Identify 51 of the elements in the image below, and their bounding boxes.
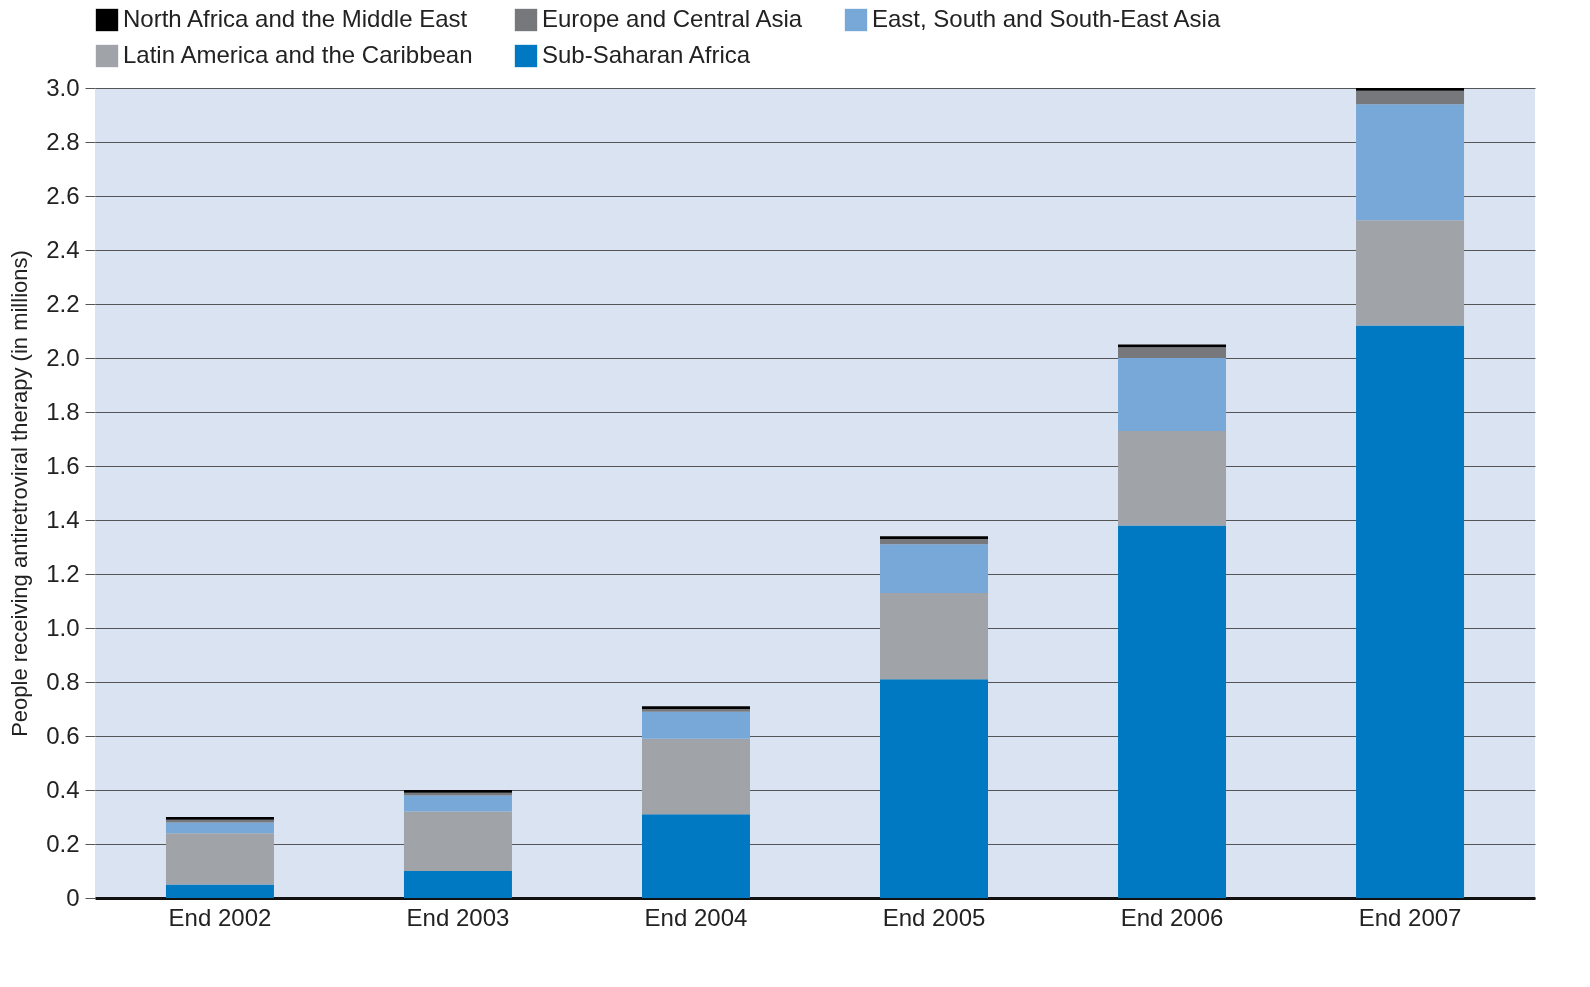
bar <box>880 592 989 680</box>
bar <box>641 738 750 815</box>
y-tick-label: 1.4 <box>46 505 80 533</box>
legend-label: Europe and Central Asia <box>542 5 803 32</box>
bar <box>1356 220 1465 326</box>
x-tick-label: End 2006 <box>1120 903 1224 931</box>
bar <box>880 679 989 898</box>
y-tick-label: 1.8 <box>46 397 80 425</box>
bar <box>1118 347 1227 358</box>
bar <box>1356 325 1465 898</box>
bar <box>1356 104 1465 221</box>
x-tick-label: End 2003 <box>406 903 510 931</box>
y-tick-label: 2.0 <box>46 343 80 371</box>
bar <box>880 544 989 593</box>
x-tick-label: End 2002 <box>168 903 272 931</box>
bar <box>880 538 989 545</box>
bar <box>403 811 512 871</box>
legend-label: North Africa and the Middle East <box>123 5 468 32</box>
bar <box>641 814 750 898</box>
bar <box>1118 358 1227 431</box>
y-tick-label: 2.6 <box>46 181 80 209</box>
bar <box>1356 90 1465 105</box>
x-tick-label: End 2004 <box>644 903 748 931</box>
bar <box>165 884 274 898</box>
bar <box>1118 430 1227 526</box>
bar <box>641 711 750 739</box>
y-tick-label: 2.8 <box>46 127 80 155</box>
y-tick-label: 1.0 <box>46 613 80 641</box>
legend-label: Latin America and the Caribbean <box>123 41 473 68</box>
y-tick-label: 0.4 <box>46 775 80 803</box>
y-tick-label: 0.8 <box>46 667 80 695</box>
bar <box>403 795 512 812</box>
y-tick-label: 0 <box>66 883 80 911</box>
y-axis-title: People receiving antiretroviral therapy (in millions) <box>7 250 33 737</box>
legend-label: Sub-Saharan Africa <box>542 41 751 68</box>
y-tick-label: 0.6 <box>46 721 80 749</box>
y-tick-label: 1.2 <box>46 559 80 587</box>
y-tick-label: 1.6 <box>46 451 80 479</box>
bar <box>1356 88 1465 91</box>
x-tick-label: End 2007 <box>1358 903 1462 931</box>
bar <box>165 822 274 834</box>
bar <box>1118 525 1227 898</box>
y-tick-label: 2.2 <box>46 289 80 317</box>
y-tick-label: 2.4 <box>46 235 80 263</box>
bar <box>165 833 274 885</box>
y-tick-label: 3.0 <box>46 73 80 101</box>
legend-label: East, South and South-East Asia <box>872 5 1221 32</box>
x-tick-label: End 2005 <box>882 903 986 931</box>
y-tick-label: 0.2 <box>46 829 80 857</box>
bar <box>880 536 989 539</box>
bar <box>403 871 512 898</box>
